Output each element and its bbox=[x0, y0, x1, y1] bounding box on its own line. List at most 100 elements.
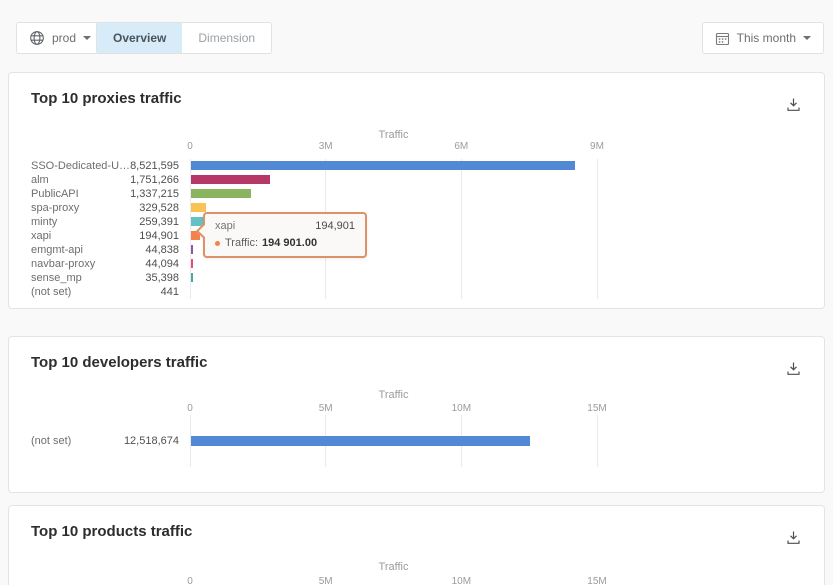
download-button[interactable] bbox=[782, 93, 804, 115]
row-value: 44,838 bbox=[145, 244, 179, 256]
row-label: navbar-proxy bbox=[31, 258, 96, 270]
row-label: spa-proxy bbox=[31, 202, 80, 214]
bar[interactable] bbox=[191, 436, 530, 446]
tab-label: Overview bbox=[113, 31, 167, 45]
chart-row: (not set) 12,518,674 bbox=[9, 415, 824, 467]
axis-tick-label: 10M bbox=[451, 403, 472, 414]
axis-ticks: 0 5M 10M 15M bbox=[187, 576, 607, 585]
tooltip-header: xapi 194,901 bbox=[205, 214, 365, 232]
row-label: (not set) bbox=[31, 435, 72, 447]
axis-title: Traffic bbox=[378, 389, 409, 401]
row-label: xapi bbox=[31, 230, 52, 242]
tab-overview[interactable]: Overview bbox=[97, 23, 183, 53]
bar-track bbox=[191, 436, 597, 446]
globe-icon bbox=[30, 31, 44, 45]
card-top-proxies-traffic: Top 10 proxies traffic Traffic 0 3M 6M 9M S… bbox=[8, 72, 825, 309]
row-value: 1,337,215 bbox=[130, 188, 179, 200]
tab-label: Dimension bbox=[198, 31, 256, 45]
card-title: Top 10 proxies traffic bbox=[31, 90, 182, 107]
bar[interactable] bbox=[191, 231, 200, 240]
row-value: 329,528 bbox=[139, 202, 179, 214]
chart-row: minty 259,391 bbox=[9, 215, 824, 229]
chart-row: alm 1,751,266 bbox=[9, 173, 824, 187]
bar-track bbox=[191, 189, 597, 198]
tooltip-series-row: Traffic: 194 901.00 bbox=[205, 232, 365, 249]
axis-title: Traffic bbox=[378, 129, 409, 141]
chart-row: PublicAPI 1,337,215 bbox=[9, 187, 824, 201]
chart-row: spa-proxy 329,528 bbox=[9, 201, 824, 215]
card-top-developers-traffic: Top 10 developers traffic Traffic 0 5M 10M… bbox=[8, 336, 825, 493]
row-value: 35,398 bbox=[145, 272, 179, 284]
gridline bbox=[596, 159, 598, 299]
row-value: 259,391 bbox=[139, 216, 179, 228]
bar[interactable] bbox=[191, 259, 193, 268]
bar[interactable] bbox=[191, 189, 252, 198]
axis-tick-label: 0 bbox=[187, 576, 193, 585]
chart-row: (not set) 441 bbox=[9, 285, 824, 299]
axis-title: Traffic bbox=[378, 561, 409, 573]
row-value: 441 bbox=[160, 286, 179, 298]
row-label: (not set) bbox=[31, 286, 72, 298]
axis-tick-label: 5M bbox=[318, 403, 333, 414]
bar[interactable] bbox=[191, 217, 203, 226]
row-label: SSO-Dedicated-U… bbox=[31, 160, 131, 172]
row-label: alm bbox=[31, 174, 49, 186]
tooltip-series-label: Traffic: bbox=[225, 237, 259, 249]
gridline bbox=[460, 159, 462, 299]
bar[interactable] bbox=[191, 273, 193, 282]
download-icon bbox=[786, 531, 800, 544]
bar-track bbox=[191, 273, 597, 282]
view-tabs: Overview Dimension bbox=[96, 22, 273, 54]
date-range-label: This month bbox=[736, 31, 796, 45]
bar-track bbox=[191, 161, 597, 170]
tooltip-title: xapi bbox=[215, 220, 236, 232]
environment-label: prod bbox=[52, 31, 77, 45]
bar-track bbox=[191, 259, 597, 268]
environment-dropdown[interactable]: prod bbox=[16, 22, 105, 54]
axis-tick-label: 0 bbox=[187, 403, 193, 414]
download-button[interactable] bbox=[782, 526, 804, 548]
row-label: sense_mp bbox=[31, 272, 82, 284]
gridline bbox=[596, 415, 598, 467]
axis-tick-label: 3M bbox=[318, 141, 333, 152]
axis-ticks: 0 3M 6M 9M bbox=[187, 141, 604, 153]
axis-tick-label: 9M bbox=[590, 141, 604, 152]
axis-tick-label: 10M bbox=[451, 576, 472, 585]
download-icon bbox=[786, 98, 800, 111]
row-value: 194,901 bbox=[139, 230, 179, 242]
card-top-products-traffic: Top 10 products traffic Traffic 0 5M 10M 15… bbox=[8, 505, 825, 585]
chart-row: sense_mp 35,398 bbox=[9, 271, 824, 285]
bar-track bbox=[191, 245, 597, 254]
row-label: minty bbox=[31, 216, 58, 228]
row-value: 1,751,266 bbox=[130, 174, 179, 186]
gridline bbox=[189, 415, 191, 467]
calendar-icon bbox=[715, 32, 729, 45]
bar[interactable] bbox=[191, 203, 206, 212]
tooltip-total: 194,901 bbox=[315, 220, 355, 232]
card-title: Top 10 developers traffic bbox=[31, 354, 208, 371]
row-label: PublicAPI bbox=[31, 188, 79, 200]
row-value: 12,518,674 bbox=[123, 435, 179, 447]
download-button[interactable] bbox=[782, 357, 804, 379]
bar-track bbox=[191, 217, 597, 226]
chart-rows: (not set) 12,518,674 bbox=[9, 415, 824, 467]
bar-track bbox=[191, 231, 597, 240]
caret-down-icon bbox=[83, 36, 92, 40]
bar-track bbox=[191, 175, 597, 184]
axis-ticks: 0 5M 10M 15M bbox=[187, 403, 607, 415]
download-icon bbox=[786, 362, 800, 375]
chart-row: navbar-proxy 44,094 bbox=[9, 257, 824, 271]
tooltip-series-value: 194 901.00 bbox=[262, 237, 318, 249]
axis-tick-label: 0 bbox=[187, 141, 193, 152]
bar[interactable] bbox=[191, 245, 194, 254]
chart-tooltip: xapi 194,901 Traffic: 194 901.00 bbox=[195, 212, 367, 258]
tab-dimension[interactable]: Dimension bbox=[182, 23, 271, 53]
bar-track bbox=[191, 203, 597, 212]
date-range-dropdown[interactable]: This month bbox=[701, 22, 824, 54]
bar[interactable] bbox=[191, 175, 270, 184]
row-label: emgmt-api bbox=[31, 244, 83, 256]
bar[interactable] bbox=[191, 161, 576, 170]
chart-rows: SSO-Dedicated-U… 8,521,595 alm 1,751,266 Pub… bbox=[9, 159, 824, 299]
axis-tick-label: 15M bbox=[587, 576, 607, 585]
bar-track bbox=[191, 287, 597, 296]
